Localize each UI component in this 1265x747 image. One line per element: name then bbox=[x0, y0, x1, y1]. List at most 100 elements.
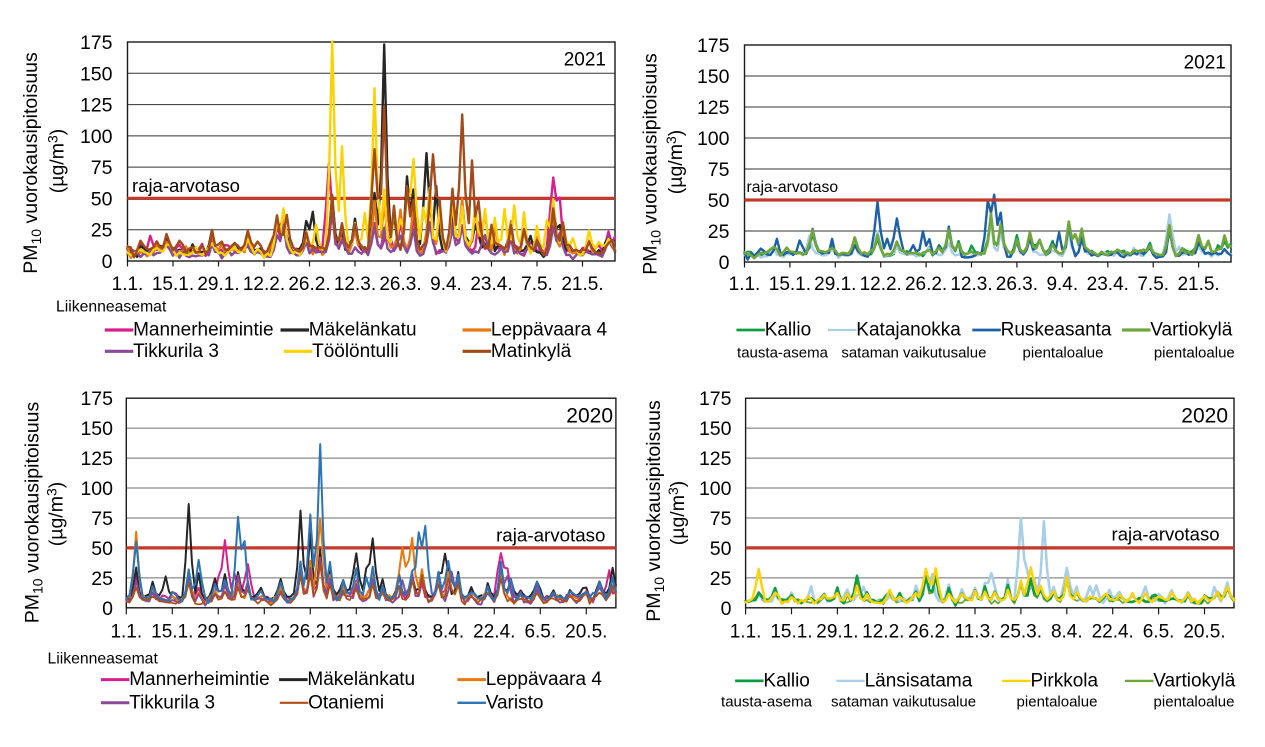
svg-text:Mäkelänkatu: Mäkelänkatu bbox=[309, 320, 417, 341]
svg-text:Kallio: Kallio bbox=[763, 670, 809, 691]
svg-text:50: 50 bbox=[708, 190, 730, 212]
svg-text:15.1.: 15.1. bbox=[152, 274, 194, 295]
svg-text:raja-arvotaso: raja-arvotaso bbox=[1112, 524, 1220, 545]
svg-text:9.4.: 9.4. bbox=[1046, 274, 1078, 295]
svg-text:12.2.: 12.2. bbox=[243, 621, 285, 642]
svg-text:21.5.: 21.5. bbox=[1177, 274, 1219, 295]
svg-text:1.1.: 1.1. bbox=[110, 621, 142, 642]
svg-text:25: 25 bbox=[91, 568, 113, 590]
svg-text:20.5.: 20.5. bbox=[565, 621, 607, 642]
svg-text:Mannerheimintie: Mannerheimintie bbox=[133, 320, 273, 341]
svg-text:50: 50 bbox=[91, 188, 113, 210]
svg-text:12.3.: 12.3. bbox=[334, 274, 376, 295]
svg-text:Vartiokylä: Vartiokylä bbox=[1150, 320, 1232, 341]
svg-text:150: 150 bbox=[697, 66, 730, 88]
svg-text:11.3.: 11.3. bbox=[336, 621, 377, 642]
svg-text:Leppävaara 4: Leppävaara 4 bbox=[486, 669, 603, 690]
svg-text:Liikenneasemat: Liikenneasemat bbox=[56, 298, 167, 315]
svg-text:26.2.: 26.2. bbox=[288, 274, 330, 295]
svg-text:1.1.: 1.1. bbox=[730, 621, 762, 642]
svg-text:PM10 vuorokausipitoisuus: PM10 vuorokausipitoisuus bbox=[643, 400, 667, 622]
svg-text:15.1.: 15.1. bbox=[151, 621, 193, 642]
svg-text:6.5.: 6.5. bbox=[1143, 621, 1175, 642]
svg-text:Mäkelänkatu: Mäkelänkatu bbox=[307, 669, 415, 690]
svg-text:PM10 vuorokausipitoisuus: PM10 vuorokausipitoisuus bbox=[20, 52, 44, 274]
svg-text:0: 0 bbox=[719, 252, 730, 274]
svg-text:15.1.: 15.1. bbox=[770, 621, 812, 642]
svg-text:12.2.: 12.2. bbox=[860, 274, 902, 295]
svg-text:tausta-asema: tausta-asema bbox=[721, 693, 813, 710]
svg-text:1.1.: 1.1. bbox=[729, 274, 761, 295]
svg-text:raja-arvotaso: raja-arvotaso bbox=[496, 525, 605, 546]
svg-text:Varisto: Varisto bbox=[486, 692, 544, 713]
svg-text:100: 100 bbox=[80, 126, 113, 148]
svg-text:175: 175 bbox=[699, 388, 732, 410]
svg-text:175: 175 bbox=[80, 388, 113, 410]
svg-text:2020: 2020 bbox=[566, 405, 613, 428]
svg-text:25.3.: 25.3. bbox=[381, 621, 423, 642]
svg-text:23.4.: 23.4. bbox=[1087, 274, 1129, 295]
svg-text:100: 100 bbox=[697, 128, 730, 150]
svg-text:75: 75 bbox=[91, 157, 113, 179]
svg-text:2021: 2021 bbox=[564, 50, 606, 71]
svg-text:pientaloalue: pientaloalue bbox=[1017, 693, 1098, 710]
svg-text:26.3.: 26.3. bbox=[996, 274, 1038, 295]
svg-text:125: 125 bbox=[80, 95, 113, 117]
svg-text:75: 75 bbox=[91, 508, 113, 530]
svg-text:raja-arvotaso: raja-arvotaso bbox=[747, 179, 839, 196]
svg-text:26.2.: 26.2. bbox=[908, 621, 950, 642]
svg-text:sataman vaikutusalue: sataman vaikutusalue bbox=[841, 345, 986, 362]
svg-text:23.4.: 23.4. bbox=[470, 274, 512, 295]
svg-text:12.2.: 12.2. bbox=[243, 274, 285, 295]
svg-text:22.4.: 22.4. bbox=[473, 621, 515, 642]
svg-text:1.1.: 1.1. bbox=[112, 274, 144, 295]
svg-text:pientaloalue: pientaloalue bbox=[1154, 345, 1235, 362]
svg-text:26.2.: 26.2. bbox=[905, 274, 947, 295]
svg-text:50: 50 bbox=[710, 538, 732, 560]
svg-text:25.3.: 25.3. bbox=[1000, 621, 1042, 642]
svg-text:25: 25 bbox=[708, 221, 730, 243]
svg-text:12.2.: 12.2. bbox=[862, 621, 904, 642]
svg-text:Mannerheimintie: Mannerheimintie bbox=[129, 669, 269, 690]
svg-text:25: 25 bbox=[91, 220, 113, 242]
svg-text:75: 75 bbox=[710, 508, 732, 530]
svg-text:26.2.: 26.2. bbox=[289, 621, 331, 642]
svg-text:7.5.: 7.5. bbox=[1137, 274, 1169, 295]
svg-text:Pirkkola: Pirkkola bbox=[1031, 670, 1099, 691]
svg-text:29.1.: 29.1. bbox=[814, 274, 856, 295]
svg-text:Leppävaara 4: Leppävaara 4 bbox=[491, 320, 608, 341]
svg-text:Liikenneasemat: Liikenneasemat bbox=[48, 650, 159, 667]
svg-text:125: 125 bbox=[80, 448, 113, 470]
svg-text:Matinkylä: Matinkylä bbox=[491, 341, 572, 362]
svg-text:6.5.: 6.5. bbox=[524, 621, 556, 642]
svg-text:15.1.: 15.1. bbox=[769, 274, 811, 295]
svg-text:PM10 vuorokausipitoisuus: PM10 vuorokausipitoisuus bbox=[640, 53, 664, 275]
svg-text:11.3.: 11.3. bbox=[955, 621, 996, 642]
svg-text:25: 25 bbox=[710, 568, 732, 590]
svg-text:29.1.: 29.1. bbox=[197, 274, 239, 295]
svg-text:Ruskeasanta: Ruskeasanta bbox=[1001, 320, 1112, 341]
svg-text:Katajanokka: Katajanokka bbox=[856, 320, 961, 341]
svg-text:tausta-asema: tausta-asema bbox=[737, 345, 829, 362]
svg-text:100: 100 bbox=[80, 478, 113, 500]
svg-text:9.4.: 9.4. bbox=[430, 274, 462, 295]
svg-text:2020: 2020 bbox=[1181, 405, 1228, 428]
svg-text:26.3.: 26.3. bbox=[379, 274, 421, 295]
svg-text:175: 175 bbox=[80, 32, 113, 54]
svg-text:100: 100 bbox=[699, 478, 732, 500]
svg-text:sataman vaikutusalue: sataman vaikutusalue bbox=[831, 693, 976, 710]
svg-text:125: 125 bbox=[699, 448, 732, 470]
svg-text:21.5.: 21.5. bbox=[561, 274, 603, 295]
svg-text:125: 125 bbox=[697, 97, 730, 119]
svg-text:Tikkurila 3: Tikkurila 3 bbox=[133, 341, 219, 362]
svg-text:150: 150 bbox=[699, 418, 732, 440]
svg-text:150: 150 bbox=[80, 418, 113, 440]
svg-text:22.4.: 22.4. bbox=[1092, 621, 1134, 642]
svg-text:29.1.: 29.1. bbox=[197, 621, 239, 642]
svg-text:7.5.: 7.5. bbox=[521, 274, 553, 295]
svg-text:raja-arvotaso: raja-arvotaso bbox=[132, 175, 240, 196]
svg-text:12.3.: 12.3. bbox=[950, 274, 992, 295]
svg-text:20.5.: 20.5. bbox=[1183, 621, 1225, 642]
svg-text:Töölöntulli: Töölöntulli bbox=[312, 341, 399, 362]
svg-text:150: 150 bbox=[80, 63, 113, 85]
